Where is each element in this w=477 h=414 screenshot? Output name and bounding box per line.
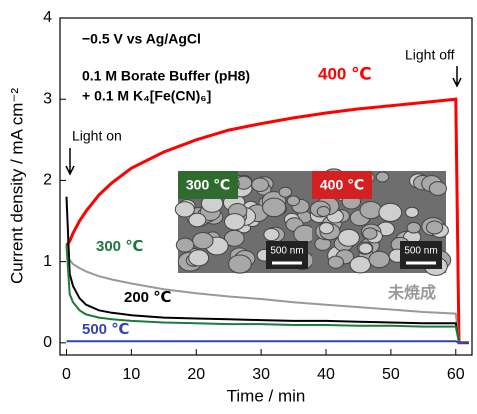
y-axis-label: Current density / mA cm⁻² (7, 88, 26, 284)
annotation: −0.5 V vs Ag/AgCl (82, 31, 201, 47)
grain (358, 242, 373, 255)
grain (228, 254, 252, 274)
series-line (65, 253, 469, 344)
grain (327, 255, 344, 269)
y-tick-label: 0 (43, 334, 52, 351)
series-line (65, 97, 469, 345)
grain (406, 221, 421, 234)
grain (425, 220, 444, 235)
series-line (65, 245, 469, 344)
plot-frame (59, 17, 473, 356)
series-label: 500 ℃ (82, 321, 129, 338)
series-label: 200 ℃ (124, 289, 171, 306)
grain (316, 206, 331, 217)
grain (175, 237, 195, 253)
grain (251, 177, 270, 193)
series-label: 300 ℃ (96, 238, 143, 255)
grain (278, 186, 293, 198)
inset-label: 400 ℃ (320, 177, 364, 193)
grain (286, 195, 300, 207)
grain (378, 202, 403, 222)
y-tick-label: 1 (43, 253, 52, 270)
series-line (65, 196, 469, 344)
x-tick-label: 10 (122, 366, 140, 383)
y-tick-label: 3 (43, 90, 52, 107)
x-tick-label: 30 (252, 366, 270, 383)
annotation: Light off (405, 47, 455, 63)
inset-label: 300 ℃ (186, 177, 230, 193)
grain (262, 197, 287, 218)
x-tick-label: 60 (447, 366, 465, 383)
annotation: 0.1 M Borate Buffer (pH8) (82, 68, 250, 84)
arrow (65, 148, 75, 176)
grain (362, 227, 378, 240)
y-tick-label: 2 (43, 172, 52, 189)
grain (319, 222, 334, 235)
series-label: 400 ℃ (318, 64, 372, 83)
grain (223, 213, 246, 231)
x-tick-label: 20 (187, 366, 205, 383)
scale-label: 500 nm (404, 246, 437, 257)
grain (188, 212, 207, 228)
y-tick-label: 4 (43, 9, 52, 26)
inset-label-bg (178, 171, 238, 199)
series-line (66, 340, 469, 344)
grain (349, 255, 372, 274)
grain (263, 227, 280, 242)
x-tick-label: 40 (317, 366, 335, 383)
grain (188, 249, 210, 267)
grain (428, 181, 447, 196)
annotation: + 0.1 M K₄[Fe(CN)₆] (82, 88, 211, 104)
grain (405, 206, 419, 218)
grain (174, 201, 195, 218)
annotation: Light on (72, 128, 122, 144)
grain (368, 250, 391, 269)
x-tick-label: 50 (382, 366, 400, 383)
arrow (452, 66, 462, 88)
series-label: 未焼成 (387, 283, 436, 302)
grain (359, 201, 382, 220)
x-axis-label: Time / min (227, 386, 306, 405)
x-tick-label: 0 (62, 366, 71, 383)
scale-label: 500 nm (270, 246, 303, 257)
inset-label-bg (312, 171, 372, 199)
grain (375, 171, 390, 183)
grain (192, 231, 214, 250)
grain (337, 228, 360, 247)
